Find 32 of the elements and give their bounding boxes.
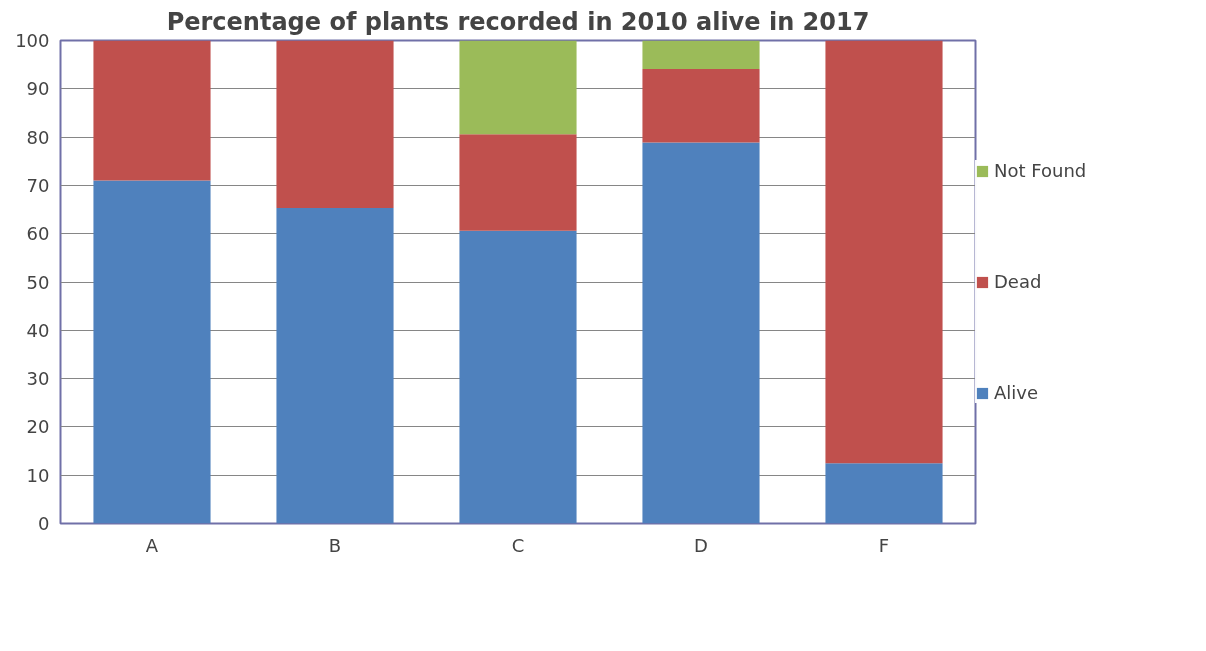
bar xyxy=(93,40,211,181)
y-tick-label: 100 xyxy=(15,30,50,51)
bar xyxy=(825,40,943,464)
y-tick-label: 20 xyxy=(26,416,50,438)
bar xyxy=(459,230,577,524)
bar xyxy=(276,208,394,524)
x-tick-label: A xyxy=(145,534,159,556)
y-tick-label: 30 xyxy=(26,368,50,390)
y-tick-label: 80 xyxy=(26,126,50,148)
bar xyxy=(825,463,943,524)
bar xyxy=(642,142,760,524)
y-tick-label: 50 xyxy=(26,271,50,293)
y-tick-label: 10 xyxy=(26,464,50,486)
x-tick-label: C xyxy=(511,534,525,556)
y-tick-label: 60 xyxy=(26,223,50,245)
legend-label: Alive xyxy=(994,382,1039,403)
legend-label: Dead xyxy=(994,271,1042,292)
bar xyxy=(642,40,760,69)
y-tick-label: 70 xyxy=(26,174,50,196)
bar xyxy=(459,134,577,231)
chart-title: Percentage of plants recorded in 2010 alive in 2017 xyxy=(166,7,870,36)
bar xyxy=(93,180,211,524)
x-tick-label: F xyxy=(878,534,890,556)
bar xyxy=(276,40,394,209)
y-tick-label: 40 xyxy=(26,319,50,341)
x-tick-label: D xyxy=(694,534,708,556)
bar xyxy=(642,69,760,143)
x-tick-label: B xyxy=(328,534,342,556)
y-tick-label: 90 xyxy=(26,78,50,100)
y-tick-label: 0 xyxy=(38,513,50,534)
legend-label: Not Found xyxy=(994,160,1087,181)
bar xyxy=(459,40,577,135)
